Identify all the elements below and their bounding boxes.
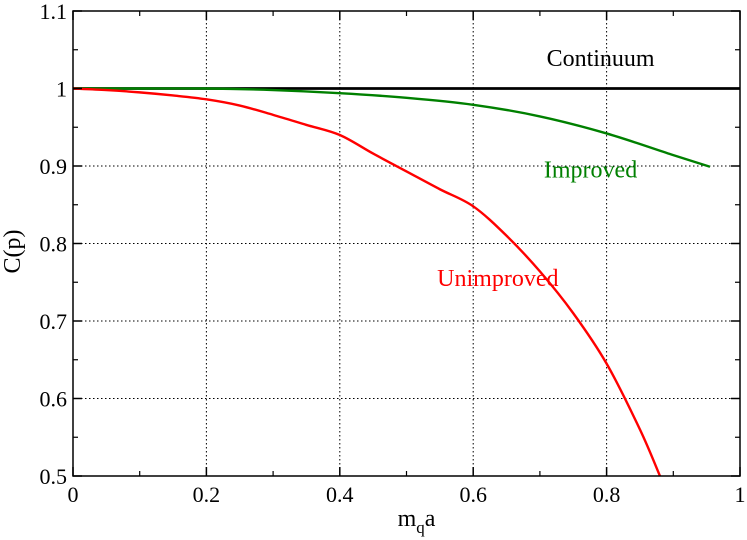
x-axis-title-subscript: q: [416, 518, 425, 537]
y-tick-label: 0.7: [40, 309, 68, 334]
x-tick-label: 0.2: [193, 482, 221, 507]
x-tick-label: 0.4: [326, 482, 354, 507]
y-tick-label: 0.6: [40, 387, 68, 412]
x-axis-title: mqa: [398, 506, 436, 537]
y-axis-title: C(p): [0, 230, 26, 274]
y-tick-label: 1: [56, 77, 67, 102]
series-line-unimproved: [72, 87, 662, 477]
annotation-unimproved: Unimproved: [437, 266, 558, 292]
y-tick-label: 1.1: [40, 0, 68, 24]
x-axis-title-main: m: [398, 506, 417, 532]
series-group: [72, 87, 740, 477]
x-tick-label: 0.6: [459, 482, 487, 507]
x-tick-label: 0.8: [593, 482, 621, 507]
series-line-improved: [72, 87, 711, 168]
y-tick-labels: 0.5 0.6 0.7 0.8 0.9 1 1.1: [40, 0, 68, 489]
y-tick-label: 0.5: [40, 464, 68, 489]
annotation-continuum: Continuum: [547, 46, 655, 72]
x-tick-label: 1: [735, 482, 746, 507]
x-axis-title-suffix: a: [425, 506, 436, 532]
annotations: Continuum Improved Unimproved: [437, 46, 655, 292]
y-tick-label: 0.9: [40, 154, 68, 179]
x-tick-labels: 0 0.2 0.4 0.6 0.8 1: [68, 482, 746, 507]
y-tick-label: 0.8: [40, 232, 68, 257]
axis-ticks: [72, 10, 741, 477]
annotation-improved: Improved: [544, 158, 637, 184]
x-tick-label: 0: [68, 482, 79, 507]
